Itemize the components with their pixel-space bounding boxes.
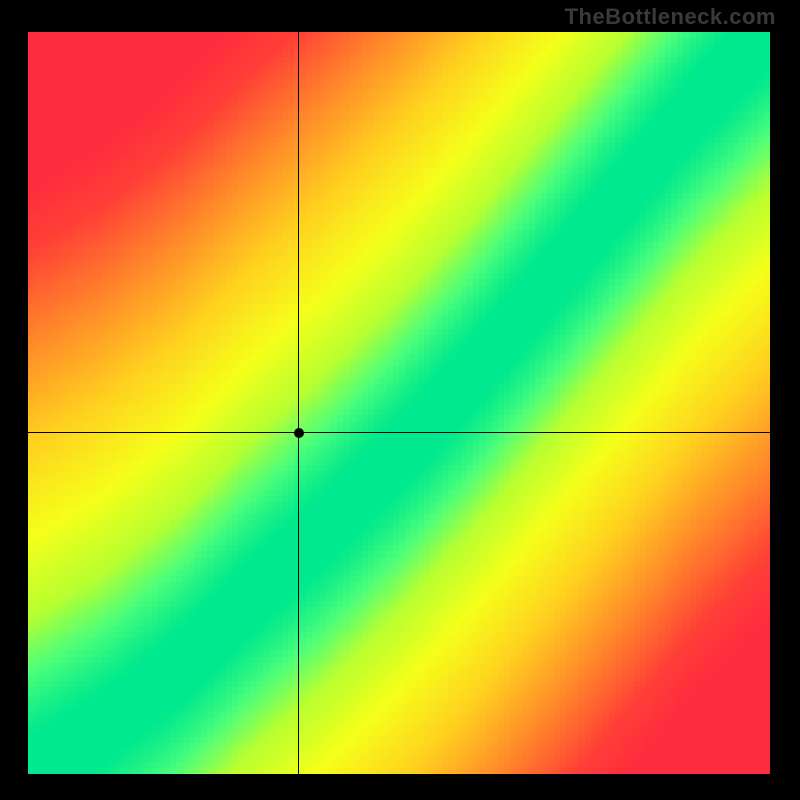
crosshair-vertical (298, 32, 299, 774)
crosshair-marker (294, 428, 304, 438)
chart-container: TheBottleneck.com (0, 0, 800, 800)
watermark-text: TheBottleneck.com (565, 4, 776, 30)
crosshair-horizontal (28, 432, 770, 433)
heatmap-canvas (28, 32, 770, 774)
heatmap-plot (28, 32, 770, 774)
